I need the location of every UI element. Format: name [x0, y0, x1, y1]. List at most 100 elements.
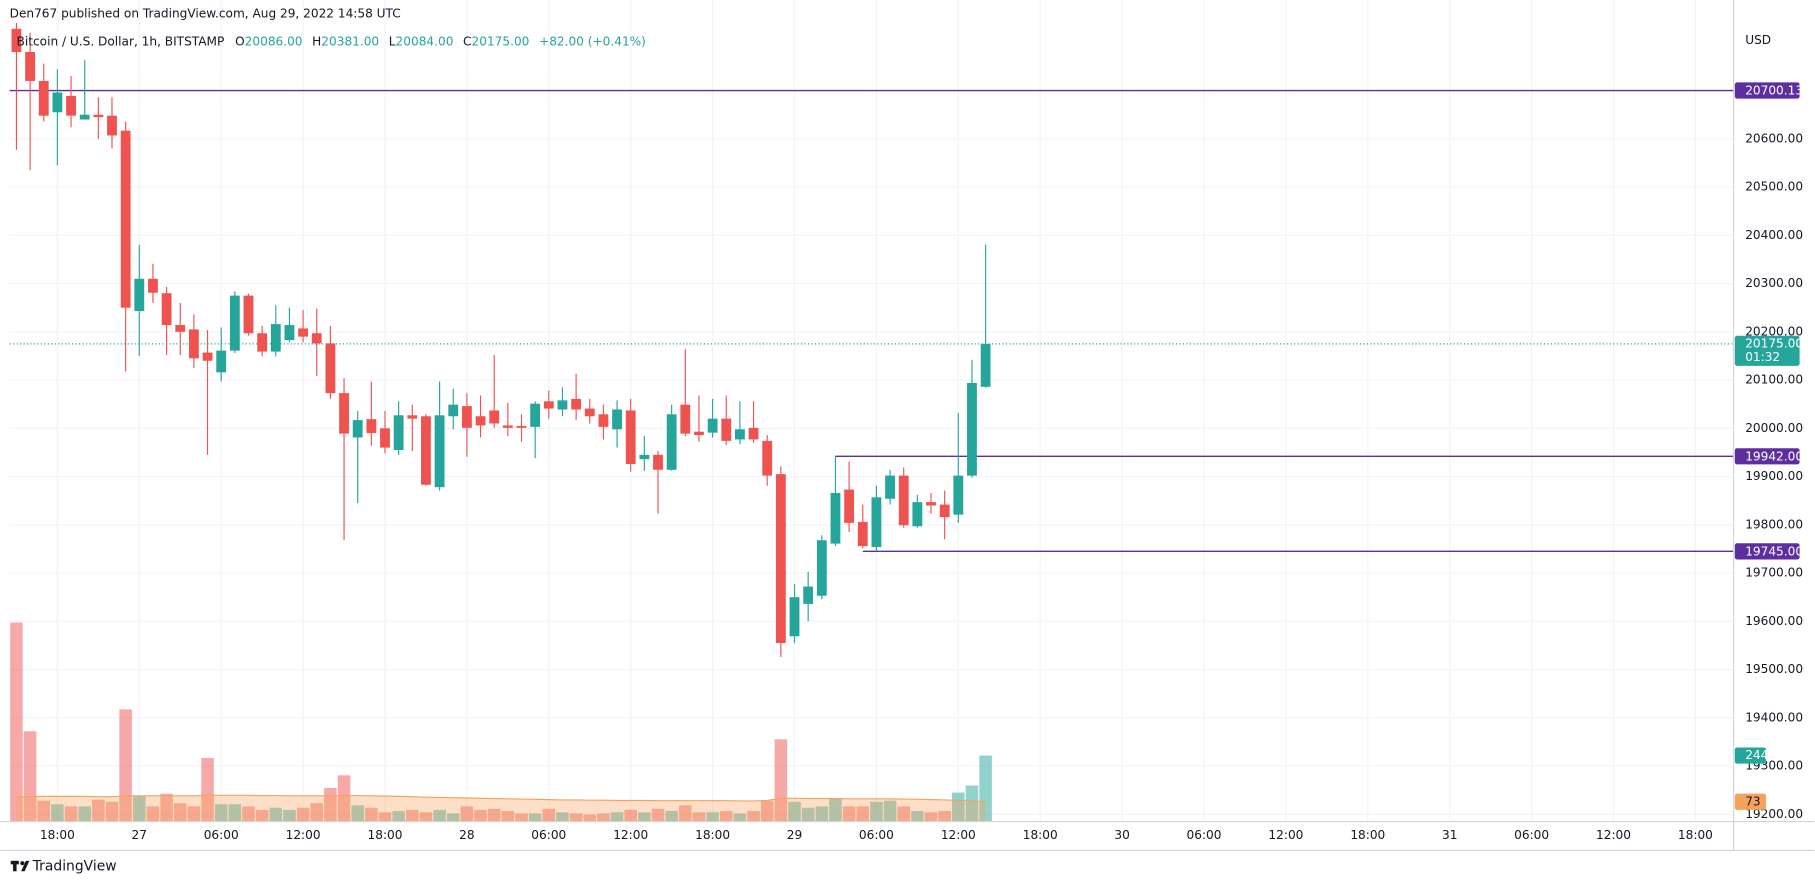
level-label: 19745.00 [1745, 544, 1803, 558]
candle-body [243, 295, 254, 334]
level-label: 19942.00 [1745, 449, 1803, 463]
volume-bar [842, 806, 856, 822]
volume-ma-line [16, 794, 986, 803]
candle-body [803, 586, 814, 604]
candle-body [366, 419, 377, 434]
candle-body [311, 333, 322, 344]
candle-body [475, 416, 486, 426]
symbol: Bitcoin / U.S. Dollar, 1h, BITSTAMP [17, 34, 225, 48]
legend-label: O [235, 34, 245, 48]
volume-bar [487, 808, 501, 822]
logo-part [13, 860, 17, 872]
legend-change: +82.00 (+0.41%) [539, 34, 646, 48]
volume-bar [733, 813, 747, 822]
volume-bar [446, 813, 460, 822]
volume-bar [160, 793, 173, 822]
candle-body [830, 492, 841, 544]
candle-body [407, 415, 418, 419]
volume-bar [938, 810, 951, 822]
x-tick-label: 18:00 [1023, 828, 1058, 842]
grid [9, 0, 1734, 822]
volume-bar [105, 801, 119, 822]
y-tick-label: 19900.00 [1745, 469, 1803, 483]
candle-body [489, 410, 500, 424]
y-tick-label: 20200.00 [1745, 324, 1803, 338]
volume-bar [133, 796, 146, 822]
candle-body [284, 325, 295, 341]
volume-bar [515, 813, 528, 822]
level-label: 20700.13 [1745, 84, 1803, 98]
candles [11, 23, 991, 657]
volume-bar [638, 812, 651, 822]
y-tick-label: 20000.00 [1745, 421, 1803, 435]
volume-bar [610, 812, 624, 822]
volume-bar [146, 806, 160, 822]
candle-body [789, 597, 800, 637]
levels [9, 89, 1734, 553]
candle-body [25, 51, 36, 81]
candle-body [66, 95, 76, 116]
y-tick-label: 20400.00 [1745, 228, 1803, 242]
volume-bar [870, 801, 883, 822]
legend-label: H [312, 34, 321, 48]
last-price-badge [1734, 335, 1800, 366]
candle-body [694, 431, 704, 436]
legend-value: 20086.00 [245, 34, 303, 48]
candle-body [421, 416, 431, 485]
volume-bar [679, 805, 692, 822]
y-tick-label: 19200.00 [1745, 807, 1803, 821]
volume-bar [774, 739, 788, 822]
candle-body [762, 440, 773, 476]
candle-body [107, 115, 117, 136]
candle-body [257, 333, 268, 352]
axes: 19200.0019300.0019400.0019500.0019600.00… [0, 0, 1815, 852]
volume-bar [242, 806, 255, 822]
legend-value: 20175.00 [472, 34, 530, 48]
volume-bar [269, 807, 283, 822]
volume-bar [583, 814, 597, 822]
volume-bar [597, 813, 610, 822]
candle-body [52, 92, 63, 113]
x-tick-label: 18:00 [368, 828, 403, 842]
volume-bar [911, 810, 924, 822]
candle-body [352, 420, 363, 438]
volume-bar [433, 809, 446, 822]
candle-body [571, 398, 582, 410]
candle-body [639, 454, 650, 460]
volume-bar [255, 809, 269, 822]
candle-body [680, 404, 691, 434]
volume-bar [337, 775, 351, 822]
brand: TradingView [32, 859, 117, 875]
volume-bar [51, 804, 64, 822]
y-tick-label: 19400.00 [1745, 710, 1803, 724]
candle-body [543, 401, 554, 409]
candle-body [134, 278, 145, 312]
candle-body [461, 406, 472, 428]
candle-body [38, 80, 49, 116]
volume-ma-area [16, 795, 986, 822]
volume-bar [351, 805, 364, 822]
volume-bar [815, 806, 829, 822]
logo-part [20, 861, 25, 866]
volume-bar [187, 806, 201, 822]
candle-body [721, 418, 732, 441]
volume-badge [1734, 747, 1767, 764]
candle-body [325, 343, 336, 394]
volume-bar [829, 798, 842, 822]
y-tick-label: 20300.00 [1745, 276, 1803, 290]
brand-logo [10, 860, 30, 872]
candle-body [11, 28, 22, 52]
volume-bar [10, 622, 23, 822]
volume-bar [801, 807, 815, 822]
candle-body [612, 409, 622, 430]
volume-ma-label: 73 [1745, 794, 1760, 808]
volume-bar [719, 810, 733, 822]
volume-bar [119, 709, 132, 822]
volume-bar [201, 757, 214, 822]
candle-body [653, 454, 663, 470]
volume-bar [406, 809, 419, 822]
legend: Bitcoin / U.S. Dollar, 1h, BITSTAMP O200… [17, 34, 646, 48]
x-tick-label: 12:00 [1268, 828, 1303, 842]
